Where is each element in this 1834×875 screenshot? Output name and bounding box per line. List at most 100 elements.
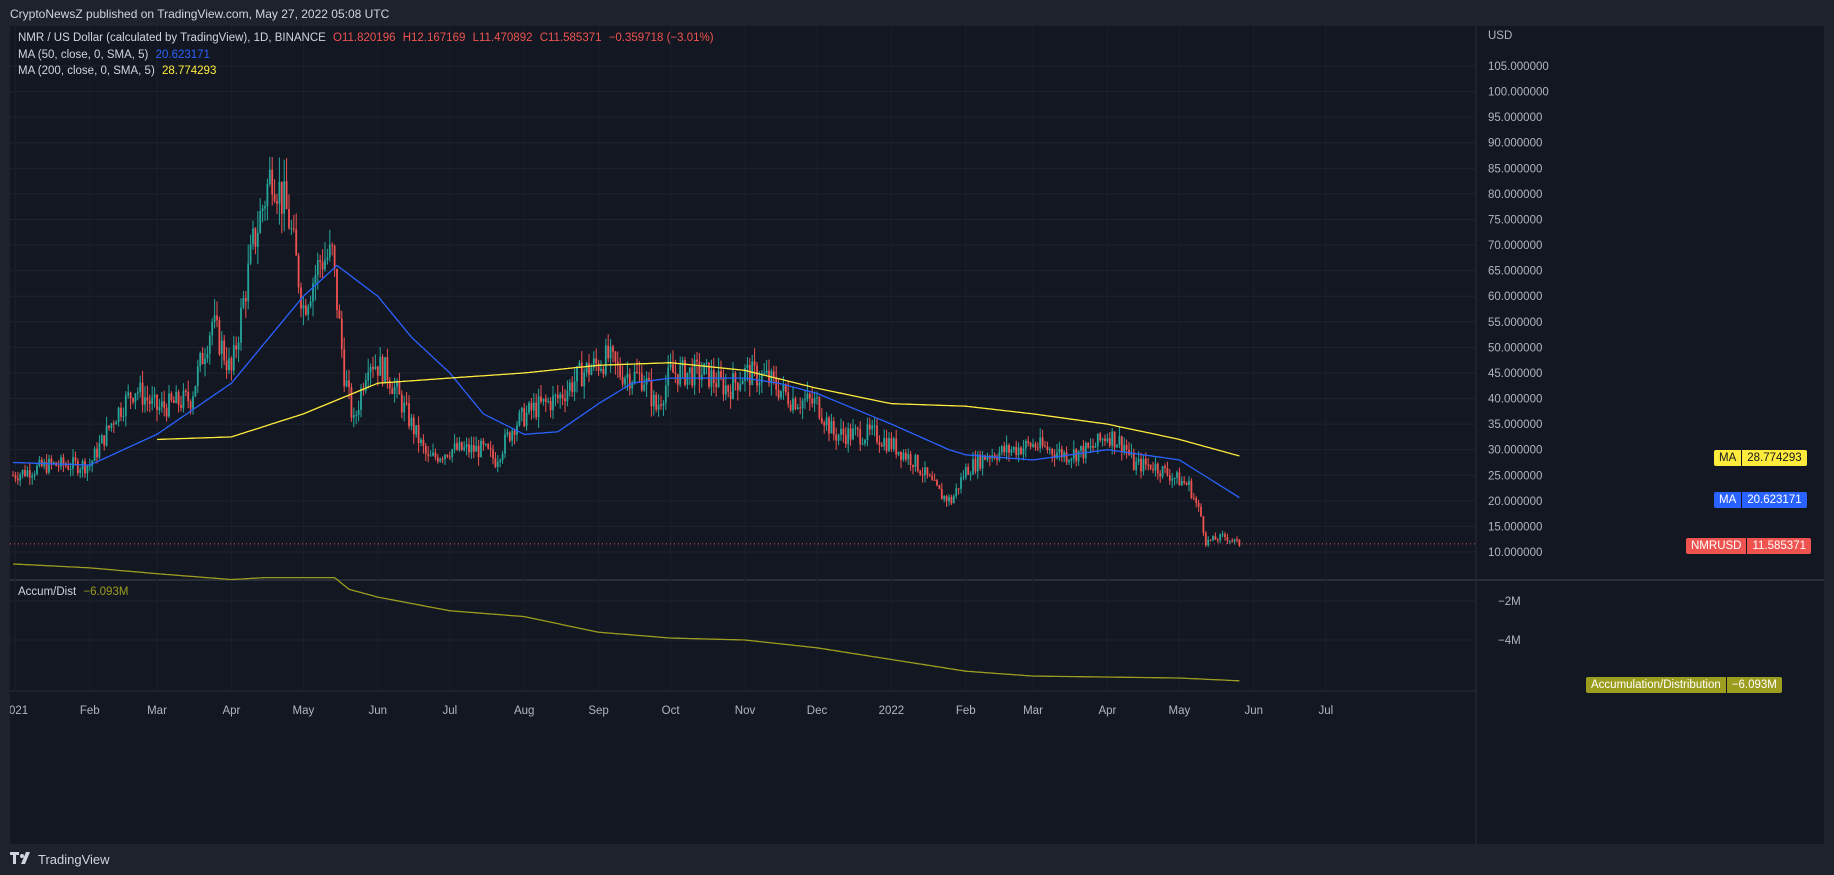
candle-body	[175, 391, 178, 403]
candle-body	[105, 425, 108, 446]
candle-body	[117, 407, 120, 423]
ma50-line	[12, 264, 1240, 499]
candle-body	[216, 315, 218, 321]
candle-body	[679, 365, 682, 385]
candle-body	[732, 373, 734, 399]
candle-body	[1188, 480, 1190, 485]
candle-body	[1202, 516, 1205, 533]
chart-area[interactable]: 10.000000 15.000000 20.000000 25.000000 30.0…	[10, 26, 1824, 844]
candle-body	[607, 345, 610, 359]
price-tick-label: 90.000000	[1488, 138, 1542, 150]
candle-body	[1032, 444, 1034, 447]
candle-body	[314, 275, 317, 284]
candle-body	[93, 448, 96, 461]
candle-body	[748, 364, 751, 385]
ad-legend[interactable]: Accum/Dist −6.093M	[18, 586, 128, 598]
tradingview-brand[interactable]: TradingView	[38, 851, 110, 867]
candle-body	[182, 390, 185, 408]
candle-body	[571, 382, 574, 392]
candle-body	[931, 476, 934, 480]
candle-body	[24, 470, 26, 477]
candle-body	[134, 393, 137, 403]
candle-body	[367, 372, 370, 381]
candle-body	[998, 452, 1001, 460]
candle-body	[840, 428, 842, 435]
candle-body	[612, 346, 614, 352]
candle-body	[48, 458, 50, 473]
candle-body	[225, 360, 228, 371]
candle-body	[460, 442, 463, 450]
candle-body	[1010, 449, 1013, 453]
candle-body	[352, 415, 355, 418]
candle-body	[832, 420, 835, 435]
candle-body	[69, 468, 72, 470]
candle-body	[448, 456, 451, 458]
candle-body	[28, 470, 31, 478]
candle-body	[240, 307, 242, 343]
candle-body	[506, 432, 509, 435]
price-tick-label: 50.000000	[1488, 342, 1542, 354]
candle-body	[307, 306, 310, 315]
candle-body	[1207, 539, 1210, 546]
candle-body	[60, 457, 62, 467]
candle-body	[72, 457, 74, 469]
candle-body	[897, 451, 900, 455]
candle-body	[568, 382, 571, 391]
price-tick-label: 60.000000	[1488, 291, 1542, 303]
candle-body	[924, 467, 926, 476]
candle-body	[852, 428, 854, 440]
candle-body	[333, 245, 336, 269]
candle-body	[499, 460, 502, 462]
candle-body	[1022, 448, 1025, 455]
candle-body	[355, 414, 358, 416]
candle-body	[955, 488, 958, 496]
candle-body	[156, 394, 158, 411]
candle-body	[967, 467, 970, 475]
time-tick-label: Oct	[662, 705, 681, 717]
candle-body	[919, 471, 922, 475]
candle-body	[933, 479, 936, 481]
candle-body	[792, 398, 794, 411]
candle-body	[1144, 458, 1147, 465]
candle-body	[537, 396, 540, 418]
candle-body	[285, 181, 288, 209]
candle-body	[628, 374, 631, 389]
candle-body	[100, 435, 103, 444]
price-chart[interactable]: 10.000000 15.000000 20.000000 25.000000 30.0…	[10, 26, 1824, 844]
ma50-value: 20.623171	[155, 48, 210, 61]
candle-body	[477, 445, 480, 458]
time-tick-label: Jul	[1318, 705, 1333, 717]
price-tick-label: 25.000000	[1488, 470, 1542, 482]
candle-body	[1080, 446, 1082, 451]
candle-body	[736, 382, 739, 391]
candle-body	[326, 257, 329, 260]
candle-body	[859, 429, 862, 445]
candle-body	[988, 457, 991, 459]
candle-body	[508, 432, 511, 441]
candle-body	[720, 371, 722, 378]
candle-body	[1228, 540, 1231, 542]
candle-body	[256, 232, 259, 247]
candle-body	[271, 169, 274, 195]
ma200-row[interactable]: MA (200, close, 0, SMA, 5) 28.774293	[18, 63, 714, 80]
candle-body	[727, 385, 730, 392]
candle-body	[900, 451, 902, 460]
candle-body	[542, 398, 545, 402]
candle-body	[674, 372, 677, 375]
candle-body	[408, 403, 410, 427]
candle-body	[427, 453, 430, 456]
price-tick-label: 105.000000	[1488, 61, 1549, 73]
candle-body	[808, 393, 811, 399]
candle-body	[398, 382, 401, 395]
candle-body	[1176, 472, 1178, 478]
candle-body	[856, 428, 859, 430]
price-tick-label: 80.000000	[1488, 189, 1542, 201]
candle-body	[758, 382, 761, 386]
candle-body	[165, 407, 168, 417]
candle-body	[348, 380, 350, 388]
candle-body	[602, 368, 605, 375]
ma50-row[interactable]: MA (50, close, 0, SMA, 5) 20.623171	[18, 47, 714, 64]
candle-body	[1192, 497, 1195, 499]
publisher-header: CryptoNewsZ published on TradingView.com…	[10, 7, 390, 21]
candle-body	[590, 367, 593, 375]
